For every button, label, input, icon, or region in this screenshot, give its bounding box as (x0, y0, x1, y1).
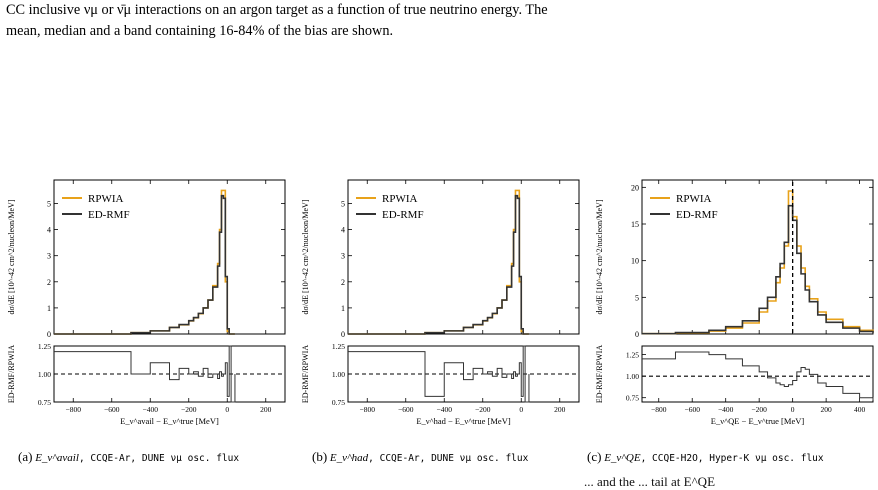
x-tick-label: −800 (651, 405, 667, 414)
y-tick-label: 0 (341, 330, 345, 339)
subcaption-b: (b) E_ν^had, CCQE-Ar, DUNE νμ osc. flux (312, 449, 528, 465)
ratio-y-tick-label: 1.00 (38, 370, 51, 379)
subcaption-b-tag: (b) (312, 449, 328, 464)
subcaption-b-text: , CCQE-Ar, DUNE νμ osc. flux (368, 453, 529, 464)
ratio-y-tick-label: 1.25 (626, 351, 639, 360)
figure-caption: CC inclusive νμ or ν̄μ interactions on a… (6, 0, 872, 42)
subcaption-a-symbol: E_ν^avail (35, 452, 79, 464)
subcaption-a-text: , CCQE-Ar, DUNE νμ osc. flux (78, 453, 240, 464)
x-tick-label: −400 (143, 405, 159, 414)
y-tick-label: 4 (47, 226, 51, 235)
y-tick-label: 15 (631, 220, 639, 229)
y-tick-label: 5 (47, 199, 51, 208)
x-tick-label: 400 (854, 405, 866, 414)
panel-a: 0 1 2 3 4 5 0.75 1.00 1.25 −800 −600 −400 −200 0 200 RP… (2, 170, 292, 426)
subcaption-c-symbol: E_ν^QE (604, 452, 641, 464)
x-axis-label: E_ν^had − E_ν^true [MeV] (416, 416, 511, 426)
subcaption-c-tag: (c) (587, 449, 602, 464)
ratio-y-tick-label: 1.25 (38, 342, 51, 351)
ratio-axis-label: ED-RMF/RPWIA (595, 345, 604, 403)
ratio-y-tick-label: 0.75 (38, 398, 51, 407)
y-tick-label: 3 (341, 252, 345, 261)
y-tick-label: 3 (47, 252, 51, 261)
x-tick-label: 200 (554, 405, 566, 414)
series-line-rpwia (54, 189, 235, 335)
y-tick-label: 1 (47, 304, 51, 313)
subcaption-c-text: , CCQE-H2O, Hyper-K νμ osc. flux (640, 453, 824, 464)
ratio-line (642, 351, 874, 401)
y-tick-label: 10 (631, 257, 639, 266)
y-tick-label: 5 (341, 199, 345, 208)
series-line-rpwia (348, 189, 529, 335)
ratio-axis-label: ED-RMF/RPWIA (301, 345, 310, 403)
x-tick-label: −400 (437, 405, 453, 414)
legend-label: RPWIA (88, 193, 124, 205)
chart-b: 0 1 2 3 4 5 0.75 1.00 1.25 −800 −600 −400 −200 0 200 RP… (301, 179, 580, 426)
x-tick-label: −800 (360, 405, 376, 414)
subcaption-c: (c) E_ν^QE, CCQE-H2O, Hyper-K νμ osc. fl… (587, 449, 824, 465)
y-tick-label: 2 (341, 278, 345, 287)
subcaption-b-symbol: E_ν^had (329, 452, 369, 464)
caption-fragment: ... and the ... tail at E^QE (584, 474, 716, 489)
subcaption-a-tag: (a) (18, 449, 33, 464)
x-tick-label: −600 (104, 405, 120, 414)
series-line-ed-rmf (642, 204, 874, 335)
x-tick-label: −200 (475, 405, 491, 414)
y-axis-label: dσ/dE [10^-42 cm^2/nucleon/MeV] (301, 199, 310, 314)
x-tick-label: −200 (751, 405, 767, 414)
chart-a: 0 1 2 3 4 5 0.75 1.00 1.25 −800 −600 −400 −200 0 200 RP… (7, 179, 286, 426)
y-tick-label: 5 (635, 293, 639, 302)
y-tick-label: 1 (341, 304, 345, 313)
ratio-line (348, 345, 530, 403)
legend-label: RPWIA (676, 193, 712, 205)
top-axes-frame (641, 179, 874, 335)
panel-c: 0 5 10 15 20 0.75 1.00 1.25 −800 −600 −400 −200 0 200… (590, 170, 878, 426)
caption-line-1: CC inclusive νμ or ν̄μ interactions on a… (6, 2, 548, 18)
ratio-y-tick-label: 1.00 (626, 372, 639, 381)
x-tick-label: −600 (398, 405, 414, 414)
ratio-y-tick-label: 0.75 (626, 394, 639, 403)
y-tick-label: 20 (631, 183, 639, 192)
y-tick-label: 0 (635, 330, 639, 339)
x-tick-label: −600 (684, 405, 700, 414)
y-tick-label: 0 (47, 330, 51, 339)
x-tick-label: −400 (718, 405, 734, 414)
x-tick-label: 200 (821, 405, 833, 414)
panel-b: 0 1 2 3 4 5 0.75 1.00 1.25 −800 −600 −400 −200 0 200 RP… (296, 170, 586, 426)
top-axes-frame (53, 179, 286, 335)
legend-label: ED-RMF (88, 209, 130, 221)
legend-label: RPWIA (382, 193, 418, 205)
y-tick-label: 4 (341, 226, 345, 235)
x-tick-label: 0 (519, 405, 523, 414)
x-tick-label: −200 (181, 405, 197, 414)
chart-c: 0 5 10 15 20 0.75 1.00 1.25 −800 −600 −400 −200 0 200… (595, 179, 874, 426)
ratio-y-tick-label: 1.00 (332, 370, 345, 379)
series-line-ed-rmf (348, 194, 529, 335)
y-axis-label: dσ/dE [10^-42 cm^2/nucleon/MeV] (595, 199, 604, 314)
x-tick-label: −800 (66, 405, 82, 414)
top-axes-frame (347, 179, 580, 335)
ratio-y-tick-label: 0.75 (332, 398, 345, 407)
x-axis-label: E_ν^QE − E_ν^true [MeV] (711, 416, 805, 426)
x-tick-label: 200 (260, 405, 272, 414)
caption-line-2: mean, median and a band containing 16-84… (6, 23, 394, 39)
legend-label: ED-RMF (676, 209, 718, 221)
x-tick-label: 0 (791, 405, 795, 414)
legend-label: ED-RMF (382, 209, 424, 221)
y-tick-label: 2 (47, 278, 51, 287)
y-axis-label: dσ/dE [10^-42 cm^2/nucleon/MeV] (7, 199, 16, 314)
ratio-axis-label: ED-RMF/RPWIA (7, 345, 16, 403)
ratio-line (54, 345, 236, 403)
x-tick-label: 0 (225, 405, 229, 414)
x-axis-label: E_ν^avail − E_ν^true [MeV] (120, 416, 219, 426)
subcaption-a: (a) E_ν^avail, CCQE-Ar, DUNE νμ osc. flu… (18, 449, 239, 465)
series-line-ed-rmf (54, 194, 235, 335)
ratio-y-tick-label: 1.25 (332, 342, 345, 351)
ratio-axes-frame (641, 345, 874, 403)
